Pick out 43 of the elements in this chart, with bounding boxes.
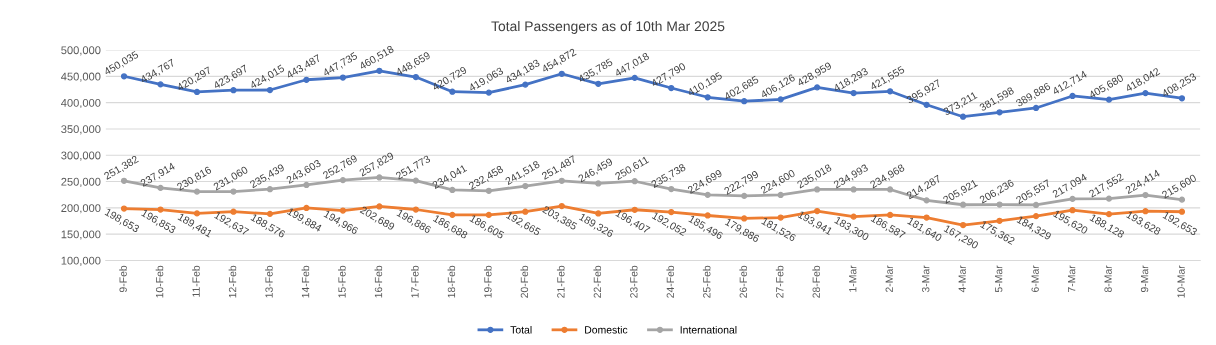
x-tick-label: 23-Feb [629,265,638,298]
x-tick-label: 24-Feb [666,265,675,298]
legend-label: Total [510,325,532,334]
x-tick-label: 14-Feb [301,265,310,298]
x-tick-label: 21-Feb [556,265,565,298]
x-tick-label: 25-Feb [702,265,711,298]
x-tick-label: 5-Mar [995,265,1003,293]
y-tick-label: 350,000 [61,125,101,135]
x-tick-label: 9-Mar [1140,265,1149,293]
y-tick-label: 100,000 [61,256,101,266]
x-tick-label: 20-Feb [520,265,529,298]
y-tick-label: 450,000 [61,72,101,82]
x-tick-label: 1-Mar [849,265,857,292]
x-tick-label: 10-Feb [155,265,164,298]
x-tick-label: 7-Mar [1068,265,1076,292]
x-tick-label: 12-Feb [228,265,237,298]
y-tick-label: 250,000 [61,177,101,187]
x-tick-label: 26-Feb [739,265,747,298]
y-tick-label: 150,000 [61,230,101,240]
x-tick-label: 27-Feb [775,265,784,298]
x-tick-label: 4-Mar [958,265,966,293]
x-tick-label: 15-Feb [338,265,346,298]
chart-title: Total Passengers as of 10th Mar 2025 [491,20,725,34]
x-tick-label: 6-Mar [1031,265,1039,293]
legend-label: Domestic [585,325,628,334]
x-tick-label: 10-Mar [1177,265,1185,298]
x-tick-label: 8-Mar [1104,265,1112,293]
y-tick-label: 300,000 [61,151,101,161]
x-tick-label: 9-Feb [119,265,127,293]
x-tick-label: 18-Feb [447,265,456,298]
y-tick-label: 500,000 [61,46,101,56]
legend-label: International [680,325,737,334]
x-tick-label: 2-Mar [885,265,893,293]
x-tick-label: 3-Mar [922,265,930,293]
x-tick-label: 22-Feb [593,265,602,298]
x-tick-label: 28-Feb [812,265,820,298]
x-tick-label: 16-Feb [374,265,383,298]
x-tick-label: 13-Feb [265,265,273,298]
y-tick-label: 200,000 [61,204,101,214]
x-tick-label: 19-Feb [483,265,492,298]
x-tick-label: 17-Feb [411,265,419,298]
y-tick-label: 400,000 [61,98,101,109]
x-tick-label: 11-Feb [192,265,200,297]
